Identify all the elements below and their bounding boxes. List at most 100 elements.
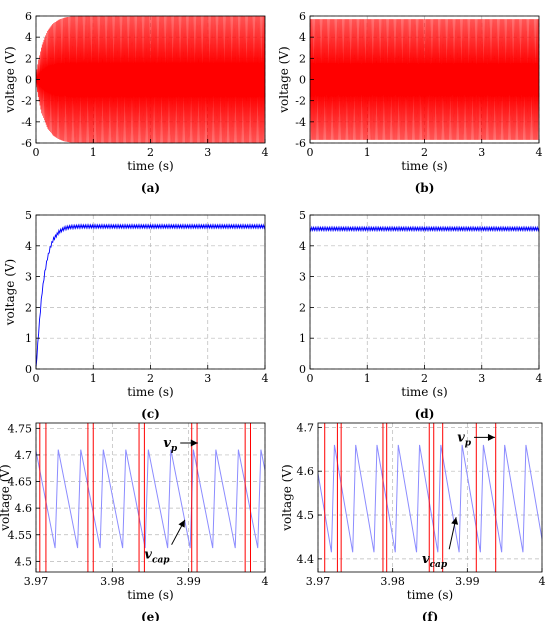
x-tick-label: 3.99 [176, 575, 201, 588]
x-tick-label: 3.99 [455, 575, 480, 588]
y-tick-label: 5 [299, 209, 306, 222]
panel-caption: (f) [422, 610, 439, 621]
y-tick-label: 4 [25, 240, 32, 253]
x-tick-label: 4 [536, 372, 543, 385]
annotation-cap: vcap [144, 548, 170, 566]
x-tick-label: 3.98 [100, 575, 125, 588]
annotation-arrowhead [178, 519, 185, 528]
x-tick-label: 3 [478, 146, 485, 159]
series-group-c [36, 223, 265, 368]
y-tick-label: 4 [299, 240, 306, 253]
grid-c [35, 214, 266, 370]
y-tick-label: 2 [299, 301, 306, 314]
y-axis-label: voltage (V) [3, 259, 17, 326]
y-tick-label: -2 [295, 95, 306, 108]
panel-caption: (c) [141, 407, 160, 421]
x-tick-label: 0 [33, 146, 40, 159]
axes-frame [317, 422, 543, 573]
y-tick-label: 2 [25, 301, 32, 314]
series-line [36, 223, 265, 368]
x-axis-label: time (s) [127, 159, 173, 173]
x-axis-label: time (s) [401, 159, 447, 173]
y-axis-label: voltage (V) [277, 46, 291, 113]
y-tick-label: 4.7 [297, 421, 315, 434]
annotation-p: vp [457, 430, 472, 448]
y-tick-label: 2 [299, 52, 306, 65]
y-tick-label: 4.6 [15, 502, 33, 515]
x-axis-label: time (s) [401, 385, 447, 399]
chart-e: 3.97 3.98 3.99 4 4.5 4.55 4.6 4.65 4.7 4.75 time (… [0, 422, 269, 621]
y-tick-label: 6 [299, 10, 306, 23]
x-axis-label: time (s) [127, 385, 173, 399]
series-group-f [318, 423, 542, 572]
series-line-v_cap [318, 444, 542, 553]
series-line [310, 19, 539, 140]
y-tick-label: -2 [21, 95, 32, 108]
grid-d [309, 214, 540, 370]
axes-frame [35, 422, 266, 573]
x-axis-label: time (s) [407, 588, 453, 602]
annotation-p: vp [163, 436, 178, 454]
y-tick-label: -4 [21, 116, 32, 129]
x-tick-label: 2 [147, 372, 154, 385]
y-axis-label: voltage (V) [280, 464, 294, 531]
panel-caption: (a) [141, 181, 160, 195]
series-group-b [310, 19, 539, 140]
y-axis-label: voltage (V) [3, 46, 17, 113]
chart-a: 0 1 2 3 4 -6 -4 -2 0 2 4 6 time (s) voltage (V) (a) [3, 10, 269, 195]
y-tick-label: 4.6 [297, 465, 315, 478]
y-tick-label: 1 [25, 332, 32, 345]
series-group-e [36, 423, 265, 572]
panel-caption: (e) [141, 610, 160, 621]
y-tick-label: -6 [21, 137, 32, 150]
x-tick-label: 1 [90, 146, 97, 159]
x-tick-label: 0 [33, 372, 40, 385]
annotation-arrowhead [487, 433, 495, 441]
x-tick-label: 2 [421, 146, 428, 159]
annotation-cap: vcap [422, 552, 448, 570]
x-tick-label: 3 [204, 146, 211, 159]
y-tick-label: 0 [299, 363, 306, 376]
series-line [36, 16, 265, 143]
x-tick-label: 0 [307, 372, 314, 385]
panel-caption: (d) [415, 407, 435, 421]
series-line [310, 225, 539, 233]
x-tick-label: 4 [262, 575, 269, 588]
y-tick-label: 4.5 [15, 555, 33, 568]
y-tick-label: 1 [299, 332, 306, 345]
panel-caption: (b) [415, 181, 435, 195]
x-tick-label: 3 [478, 372, 485, 385]
y-tick-label: 4.5 [297, 509, 315, 522]
x-tick-label: 1 [90, 372, 97, 385]
x-tick-label: 3.97 [306, 575, 331, 588]
y-tick-label: 0 [25, 363, 32, 376]
x-tick-label: 4 [539, 575, 546, 588]
x-tick-label: 4 [536, 146, 543, 159]
y-tick-label: 5 [25, 209, 32, 222]
y-tick-label: -4 [295, 116, 306, 129]
y-tick-label: -6 [295, 137, 306, 150]
x-tick-label: 3.97 [24, 575, 49, 588]
y-tick-label: 4 [25, 31, 32, 44]
y-tick-label: 3 [25, 271, 32, 284]
x-tick-label: 2 [421, 372, 428, 385]
chart-f: 3.97 3.98 3.99 4 4.4 4.5 4.6 4.7 time (s) voltage… [280, 421, 546, 621]
x-tick-label: 0 [307, 146, 314, 159]
x-tick-label: 3.98 [380, 575, 405, 588]
y-tick-label: 4.7 [15, 449, 33, 462]
series-line-v_cap [36, 449, 265, 549]
y-tick-label: 0 [25, 74, 32, 87]
x-tick-label: 4 [262, 146, 269, 159]
y-tick-label: 4.4 [297, 553, 315, 566]
x-tick-label: 1 [364, 146, 371, 159]
y-tick-label: 4.55 [8, 529, 33, 542]
series-group-a [36, 16, 265, 143]
x-tick-label: 4 [262, 372, 269, 385]
chart-b: 0 1 2 3 4 -6 -4 -2 0 2 4 6 time (s) voltage (V) (b) [277, 10, 543, 195]
grid-f [317, 423, 543, 572]
x-tick-label: 3 [204, 372, 211, 385]
y-tick-label: 4.65 [8, 476, 33, 489]
y-tick-label: 2 [25, 52, 32, 65]
annotation-arrowhead [190, 439, 198, 447]
